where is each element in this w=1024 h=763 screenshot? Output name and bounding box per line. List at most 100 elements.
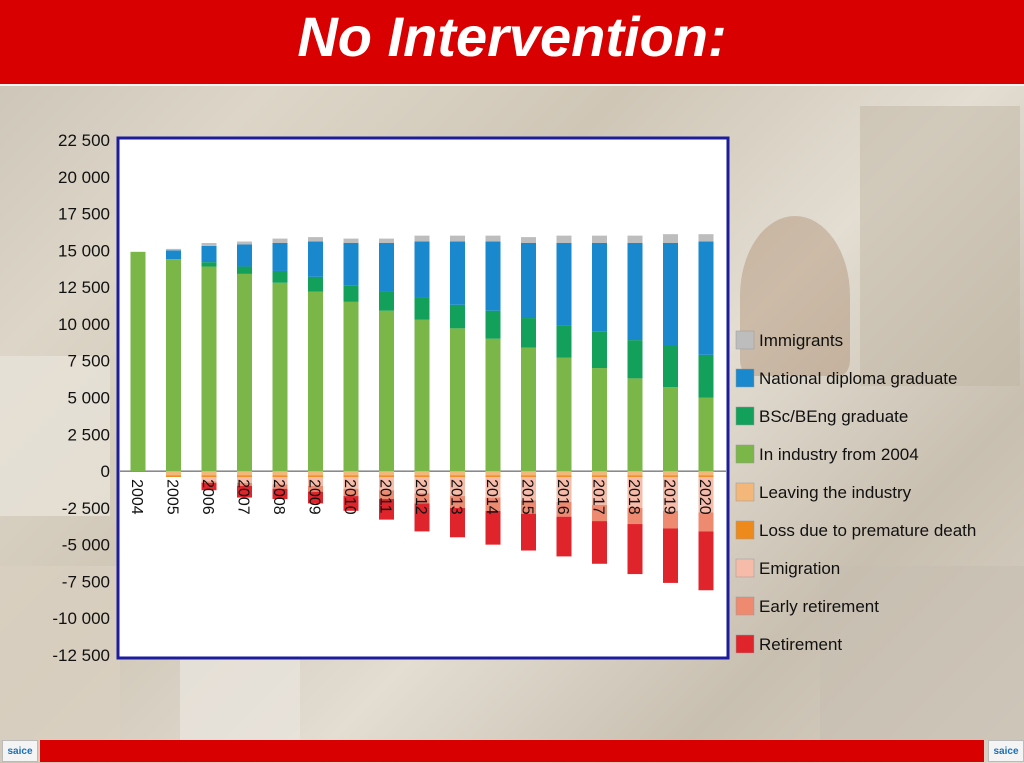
bar-segment xyxy=(556,357,572,472)
x-tick-label: 2009 xyxy=(306,479,323,515)
bar-segment xyxy=(556,325,572,358)
x-axis: 2004 2005 2006 2007 2008 2009 2010 2011 2012 2013… xyxy=(128,479,713,515)
bar-segment xyxy=(308,237,323,242)
bar-segment xyxy=(379,471,394,476)
bar-segment xyxy=(308,475,323,477)
legend-label: Loss due to premature death xyxy=(759,521,976,540)
legend-label: Early retirement xyxy=(759,597,879,616)
legend-swatch xyxy=(735,406,755,426)
bar-segment xyxy=(450,476,465,497)
bar-segment xyxy=(308,471,323,476)
bar-segment xyxy=(556,501,572,517)
bar-segment xyxy=(237,476,252,483)
y-tick-label: 12 500 xyxy=(58,278,110,297)
x-tick-label: 2008 xyxy=(270,479,287,515)
bar-segment xyxy=(663,476,678,511)
bar-segment xyxy=(592,368,607,472)
bar-segment xyxy=(556,471,572,476)
bar-segment xyxy=(130,251,146,472)
bar-segment xyxy=(414,319,430,472)
bar-segment xyxy=(308,241,323,277)
bar-segment xyxy=(663,234,678,243)
bar-segment xyxy=(521,476,536,501)
bar-segment xyxy=(343,243,359,286)
bar-segment xyxy=(201,266,217,472)
bar-segment xyxy=(627,378,643,472)
bar-segment xyxy=(201,471,217,476)
bar-segment xyxy=(166,475,181,477)
y-tick-label: -12 500 xyxy=(52,646,110,665)
bar-segment xyxy=(272,488,288,500)
legend-swatch xyxy=(735,596,755,616)
legend-label: Immigrants xyxy=(759,331,843,350)
bar-segment xyxy=(485,510,501,545)
x-tick-label: 2016 xyxy=(554,479,571,515)
bar-segment xyxy=(592,331,607,369)
bar-segment xyxy=(556,475,572,477)
bar-segment xyxy=(485,310,501,339)
bar-segment xyxy=(698,397,714,472)
y-tick-label: 15 000 xyxy=(58,241,110,260)
bar-segment xyxy=(166,259,181,472)
bar-segment xyxy=(485,497,501,511)
bar-segment xyxy=(663,510,678,529)
bar-segment xyxy=(698,531,714,591)
bar-segment xyxy=(201,481,217,483)
bar-segment xyxy=(343,285,359,302)
bar-segment xyxy=(627,524,643,575)
x-tick-label: 2019 xyxy=(661,479,678,515)
bar-segment xyxy=(414,476,430,494)
bar-segment xyxy=(272,282,288,472)
legend-swatch xyxy=(735,368,755,388)
x-tick-label: 2014 xyxy=(483,479,500,515)
title-bar: No Intervention: xyxy=(0,0,1024,86)
legend: Immigrants National diploma graduate BSc/B… xyxy=(735,330,976,654)
legend-label: Leaving the industry xyxy=(759,483,912,502)
legend-swatch xyxy=(735,558,755,578)
x-tick-label: 2004 xyxy=(128,479,145,515)
bar-segment xyxy=(698,354,714,398)
bar-segment xyxy=(521,318,536,348)
bar-segment xyxy=(485,475,501,477)
bar-segment xyxy=(379,291,394,311)
y-tick-label: 22 500 xyxy=(58,131,110,150)
y-tick-label: 2 500 xyxy=(67,425,110,444)
y-tick-label: -7 500 xyxy=(62,572,110,591)
bar-segment xyxy=(379,243,394,292)
page-title: No Intervention: xyxy=(297,5,727,68)
y-tick-label: 0 xyxy=(101,462,110,481)
legend-label: Emigration xyxy=(759,559,840,578)
bar-segment xyxy=(272,243,288,271)
bar-segment xyxy=(592,475,607,477)
x-tick-label: 2020 xyxy=(696,479,713,515)
bar-segment xyxy=(237,273,252,472)
bar-segment xyxy=(272,471,288,476)
bar-segment xyxy=(343,476,359,489)
bar-segment xyxy=(663,346,678,388)
bar-segment xyxy=(201,482,217,491)
bar-segment xyxy=(521,500,536,514)
bar-segment xyxy=(592,243,607,332)
bar-segment xyxy=(521,513,536,551)
bar-segment xyxy=(592,476,607,505)
bar-segment xyxy=(450,235,465,242)
bar-segment xyxy=(272,475,288,477)
bar-segment xyxy=(627,235,643,243)
bar-segment xyxy=(521,471,536,476)
bar-segment xyxy=(698,241,714,355)
bar-segment xyxy=(201,476,217,482)
bar-segment xyxy=(308,476,323,486)
bar-segment xyxy=(450,471,465,476)
bar-segment xyxy=(556,243,572,326)
bar-segment xyxy=(450,496,465,508)
x-tick-label: 2010 xyxy=(341,479,358,515)
bar-segment xyxy=(485,235,501,242)
saice-logo-left: saice xyxy=(2,740,38,762)
bar-segment xyxy=(485,476,501,498)
bar-segment xyxy=(663,387,678,472)
bar-segment xyxy=(556,235,572,243)
bar-segment xyxy=(414,297,430,320)
bar-segment xyxy=(627,243,643,341)
x-tick-label: 2017 xyxy=(590,479,607,515)
footer-bar xyxy=(40,740,984,762)
